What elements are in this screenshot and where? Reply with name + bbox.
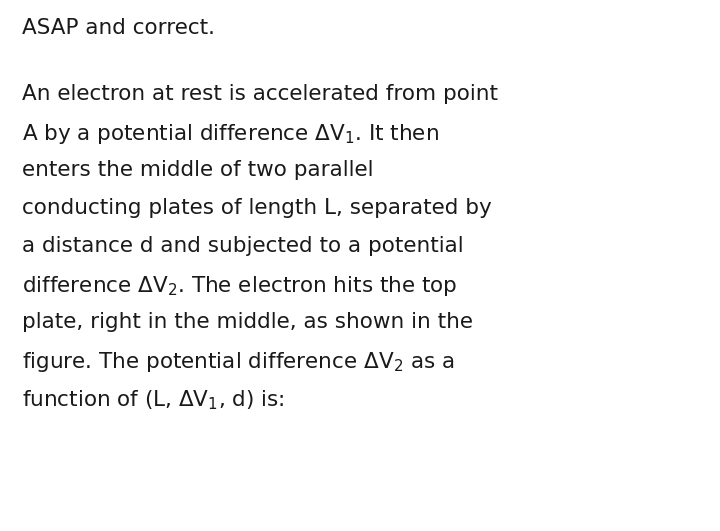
Text: A by a potential difference ΔV$_{1}$. It then: A by a potential difference ΔV$_{1}$. It… bbox=[22, 122, 439, 146]
Text: An electron at rest is accelerated from point: An electron at rest is accelerated from … bbox=[22, 84, 498, 104]
Text: figure. The potential difference ΔV$_{2}$ as a: figure. The potential difference ΔV$_{2}… bbox=[22, 350, 454, 374]
Text: plate, right in the middle, as shown in the: plate, right in the middle, as shown in … bbox=[22, 312, 473, 332]
Text: enters the middle of two parallel: enters the middle of two parallel bbox=[22, 160, 374, 180]
Text: ASAP and correct.: ASAP and correct. bbox=[22, 18, 215, 38]
Text: function of (L, ΔV$_{1}$, d) is:: function of (L, ΔV$_{1}$, d) is: bbox=[22, 388, 284, 412]
Text: a distance d and subjected to a potential: a distance d and subjected to a potentia… bbox=[22, 236, 464, 256]
Text: conducting plates of length L, separated by: conducting plates of length L, separated… bbox=[22, 198, 492, 218]
Text: difference ΔV$_{2}$. The electron hits the top: difference ΔV$_{2}$. The electron hits t… bbox=[22, 274, 457, 298]
